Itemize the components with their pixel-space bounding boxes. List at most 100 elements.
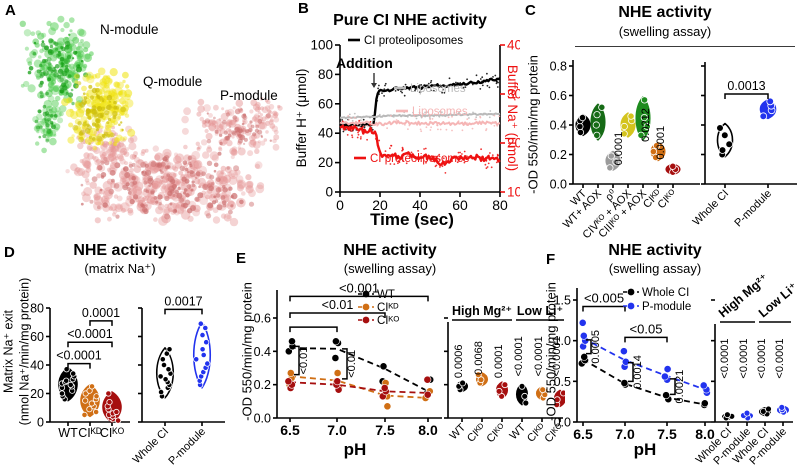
series-liposomes — [339, 114, 501, 133]
panel-f-xlabel: pH — [633, 440, 657, 459]
svg-text:10: 10 — [507, 185, 520, 200]
group-ciᴷᴰ — [535, 386, 549, 402]
svg-text:7.5: 7.5 — [375, 422, 395, 438]
svg-text:60: 60 — [30, 330, 44, 344]
group-ciᴷᴰ — [80, 383, 100, 418]
svg-text:0.4: 0.4 — [550, 119, 567, 133]
panel-f-ylabel: -OD 550/min/mg protein — [543, 282, 559, 421]
panel-e-chart: 0.0 0.2 0.4 0.6 6.5 7.0 7.5 8.0 <0.001 <0.01 <0.01… — [254, 280, 565, 445]
series-p-module — [578, 318, 711, 397]
ph-plot: 0.0 0.2 0.4 0.6 6.5 7.0 7.5 8.0 <0.001 <0.01 <0.01… — [254, 280, 442, 438]
panel-a-structure-canvas — [19, 15, 283, 227]
svg-text:WT: WT — [508, 421, 529, 442]
svg-text:6.5: 6.5 — [280, 422, 300, 438]
group-whole-ci — [716, 122, 734, 159]
svg-text:1.0: 1.0 — [554, 334, 571, 348]
svg-text:<0.01: <0.01 — [322, 298, 354, 312]
group-ρ⁰ — [605, 150, 621, 172]
panel-e-subtitle: (swelling assay) — [343, 261, 437, 276]
svg-text:0: 0 — [336, 197, 344, 213]
svg-text:0.0001: 0.0001 — [655, 126, 667, 160]
svg-text:High Mg²⁺: High Mg²⁺ — [452, 304, 512, 318]
svg-text:CI proteoliposomes: CI proteoliposomes — [364, 35, 463, 47]
svg-text:0.0013: 0.0013 — [727, 79, 765, 93]
group-wt — [515, 382, 530, 407]
svg-text:100: 100 — [310, 38, 333, 53]
svg-text:0.0068: 0.0068 — [473, 341, 485, 375]
panel-b-title: Pure CI NHE activity — [333, 12, 487, 29]
svg-text:20: 20 — [30, 387, 44, 401]
svg-text:0.5: 0.5 — [554, 375, 571, 389]
svg-text:CIᴷᴼ: CIᴷᴼ — [485, 421, 509, 445]
group-p-module — [776, 403, 790, 416]
svg-text:CIᴷᴰ: CIᴷᴰ — [465, 422, 488, 445]
group-ciᴷᴼ — [495, 381, 509, 400]
series-whole-ci — [577, 353, 709, 409]
svg-text:<0.0001: <0.0001 — [533, 336, 545, 376]
svg-text:<0.0001: <0.0001 — [513, 336, 525, 376]
svg-text:1.5: 1.5 — [554, 294, 571, 308]
svg-text:0.0001: 0.0001 — [613, 132, 625, 166]
svg-text:<0.0001: <0.0001 — [56, 349, 102, 363]
svg-text:0.0212: 0.0212 — [640, 108, 652, 142]
svg-text:0.6: 0.6 — [550, 89, 567, 103]
group-whole-ci — [155, 346, 175, 400]
svg-text:0.4: 0.4 — [254, 345, 271, 359]
series-ci-proteoliposomes — [339, 119, 501, 174]
panel-d-subtitle: (matrix Na⁺) — [84, 261, 156, 276]
svg-text:WT: WT — [448, 421, 469, 442]
svg-text:CIᴷᴰ: CIᴷᴰ — [78, 426, 102, 440]
svg-text:0: 0 — [37, 416, 44, 430]
group-plot: Whole CIP-module 0.0017 — [131, 294, 225, 467]
svg-text:80: 80 — [30, 302, 44, 316]
svg-text:0.0005: 0.0005 — [590, 330, 602, 364]
svg-text:Addition: Addition — [336, 55, 393, 71]
svg-text:P-module: P-module — [642, 301, 691, 313]
series-liposomes — [339, 110, 501, 122]
svg-text:0.2: 0.2 — [254, 378, 271, 392]
group-wt — [58, 366, 78, 403]
svg-text:CIᴷᴼ: CIᴷᴼ — [377, 315, 399, 327]
panel-c-letter: C — [525, 2, 536, 19]
ph-plot: 0.0 0.5 1.0 1.5 6.5 7.0 7.5 8.0 <0.005 <0.05 0.000… — [554, 287, 715, 442]
group-plot: Whole CI P-module 0.0013 — [691, 62, 797, 229]
svg-text:0.0: 0.0 — [550, 178, 567, 192]
svg-text:40: 40 — [507, 38, 520, 53]
panel-d-letter: D — [4, 244, 15, 261]
panel-e-letter: E — [236, 250, 247, 267]
svg-text:80: 80 — [318, 67, 333, 82]
svg-text:0.0001: 0.0001 — [82, 306, 120, 320]
svg-text:0.2: 0.2 — [550, 148, 567, 162]
svg-text:0.8: 0.8 — [550, 60, 567, 74]
svg-text:30: 30 — [507, 87, 520, 102]
panel-c-ylabel: -OD 550/min/mg protein — [525, 55, 541, 194]
svg-text:0.0021: 0.0021 — [674, 370, 686, 404]
svg-text:80: 80 — [492, 197, 508, 213]
panel-b-xlabel: Time (sec) — [370, 210, 454, 229]
structure-cluster — [249, 97, 283, 127]
svg-text:40: 40 — [318, 126, 333, 141]
svg-text:40: 40 — [412, 197, 428, 213]
svg-text:20: 20 — [372, 197, 388, 213]
svg-text:Whole CI: Whole CI — [131, 426, 171, 466]
svg-text:60: 60 — [318, 96, 333, 111]
svg-text:0.0: 0.0 — [554, 416, 571, 430]
svg-text:<0.01: <0.01 — [298, 347, 310, 375]
structure-cluster — [204, 108, 272, 146]
svg-text:8.0: 8.0 — [695, 426, 715, 442]
group-ciiiᴷᴼ-+-aox — [635, 96, 651, 141]
group-p-module — [740, 409, 754, 422]
group-ciᴷᴼ — [102, 390, 122, 424]
svg-text:<0.0001: <0.0001 — [67, 327, 113, 341]
group-civᴷᴼ-+-aox — [620, 112, 636, 138]
svg-text:<0.0001: <0.0001 — [719, 339, 731, 379]
panel-b-letter: B — [298, 0, 309, 17]
series-ciᴷᴰ — [285, 369, 434, 411]
panel-e-xlabel: pH — [343, 440, 367, 459]
svg-text:20: 20 — [318, 155, 333, 170]
svg-text:<0.01: <0.01 — [346, 350, 358, 378]
